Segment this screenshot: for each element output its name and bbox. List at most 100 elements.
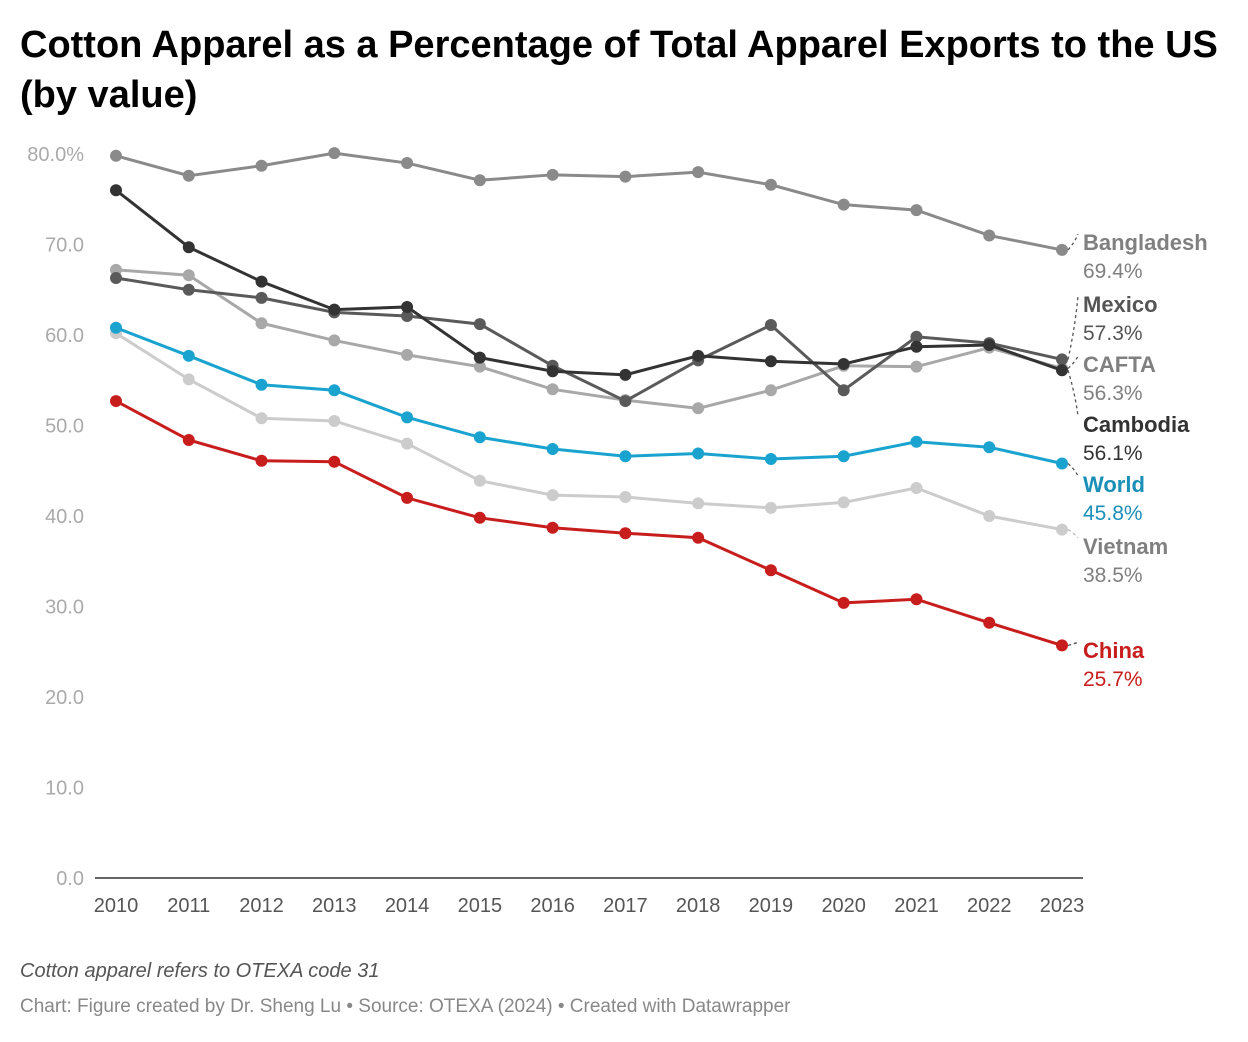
x-tick-label: 2022 (967, 895, 1012, 917)
data-point-china (983, 616, 996, 629)
data-point-world (837, 450, 850, 463)
data-point-cambodia (910, 340, 923, 353)
chart-title: Cotton Apparel as a Percentage of Total … (20, 24, 1218, 116)
data-point-vietnam (619, 490, 632, 503)
data-point-world (1056, 457, 1068, 470)
y-tick-label: 30.0 (45, 597, 84, 619)
data-point-mexico (1056, 353, 1068, 366)
data-point-bangladesh (1056, 243, 1068, 256)
x-tick-label: 2023 (1040, 895, 1085, 917)
data-point-bangladesh (546, 168, 559, 181)
data-point-cambodia (473, 351, 486, 364)
data-point-cafta (473, 360, 486, 373)
data-point-china (182, 433, 195, 446)
data-point-china (401, 491, 414, 504)
data-point-vietnam (983, 510, 996, 522)
data-point-china (110, 395, 122, 408)
data-point-cafta (692, 402, 705, 415)
series-label: CAFTA (1083, 352, 1156, 377)
data-point-cambodia (619, 368, 632, 381)
chart-note: Cotton apparel refers to OTEXA code 31 (20, 960, 380, 982)
data-point-cambodia (692, 349, 705, 362)
x-tick-label: 2019 (749, 895, 794, 917)
data-point-world (255, 378, 268, 391)
series-line-china (115, 399, 1063, 647)
data-point-vietnam (837, 496, 850, 509)
series-end-value: 38.5% (1083, 564, 1143, 587)
series-end-value: 69.4% (1083, 260, 1143, 283)
series-label: Vietnam (1083, 534, 1168, 559)
data-point-bangladesh (983, 229, 996, 242)
data-point-bangladesh (182, 169, 195, 182)
data-point-vietnam (182, 373, 195, 386)
x-tick-label: 2015 (458, 895, 503, 917)
data-point-mexico (837, 384, 850, 397)
data-point-world (764, 452, 777, 465)
data-point-vietnam (328, 414, 341, 427)
data-point-mexico (255, 291, 268, 304)
series-label: Mexico (1083, 292, 1158, 317)
leader-line (1067, 355, 1079, 369)
leader-line (1067, 295, 1079, 360)
x-tick-label: 2013 (312, 895, 357, 917)
data-point-cambodia (255, 275, 268, 288)
data-point-bangladesh (692, 166, 705, 179)
series-label: Cambodia (1083, 412, 1190, 437)
data-point-cafta (546, 383, 559, 396)
data-point-bangladesh (837, 198, 850, 211)
data-point-cambodia (546, 365, 559, 378)
leader-line (1067, 370, 1079, 417)
data-point-vietnam (764, 501, 777, 514)
series-end-value: 25.7% (1083, 668, 1143, 691)
series-label: World (1083, 472, 1145, 497)
data-point-china (473, 511, 486, 524)
data-point-vietnam (692, 497, 705, 510)
x-tick-label: 2020 (821, 895, 866, 917)
data-point-cambodia (110, 184, 122, 197)
data-point-bangladesh (328, 147, 341, 160)
leader-line (1067, 641, 1079, 647)
x-tick-label: 2018 (676, 895, 721, 917)
data-point-cafta (182, 269, 195, 282)
data-point-bangladesh (110, 149, 122, 162)
data-point-vietnam (1056, 523, 1068, 536)
data-point-mexico (910, 330, 923, 343)
y-tick-label: 70.0 (45, 235, 84, 257)
y-tick-label: 50.0 (45, 416, 84, 438)
x-tick-label: 2017 (603, 895, 648, 917)
data-point-china (328, 455, 341, 468)
data-point-bangladesh (910, 204, 923, 217)
x-tick-label: 2011 (167, 895, 210, 917)
leader-line (1067, 233, 1079, 251)
data-point-cafta (401, 348, 414, 361)
leader-line (1067, 463, 1079, 477)
data-point-bangladesh (255, 159, 268, 172)
data-point-china (910, 593, 923, 606)
data-point-world (401, 411, 414, 424)
data-point-world (473, 431, 486, 444)
data-point-world (983, 441, 996, 454)
data-point-vietnam (255, 412, 268, 425)
series-line-vietnam (115, 331, 1063, 532)
data-point-mexico (473, 318, 486, 331)
data-point-china (764, 564, 777, 577)
series-label: China (1083, 638, 1145, 663)
series-end-value: 56.3% (1083, 382, 1143, 405)
data-point-china (837, 596, 850, 609)
data-point-cambodia (328, 303, 341, 316)
series-label: Bangladesh (1083, 230, 1208, 255)
data-point-china (1056, 639, 1068, 652)
data-point-cafta (255, 317, 268, 330)
data-point-cafta (328, 334, 341, 347)
data-point-cafta (764, 384, 777, 397)
data-point-mexico (764, 319, 777, 332)
data-point-mexico (619, 395, 632, 408)
data-point-cambodia (837, 357, 850, 370)
data-point-china (546, 521, 559, 534)
y-tick-label: 60.0 (45, 325, 84, 347)
data-point-vietnam (910, 481, 923, 494)
data-point-bangladesh (473, 174, 486, 187)
data-point-mexico (182, 283, 195, 296)
x-tick-label: 2016 (530, 895, 575, 917)
data-point-china (692, 531, 705, 544)
